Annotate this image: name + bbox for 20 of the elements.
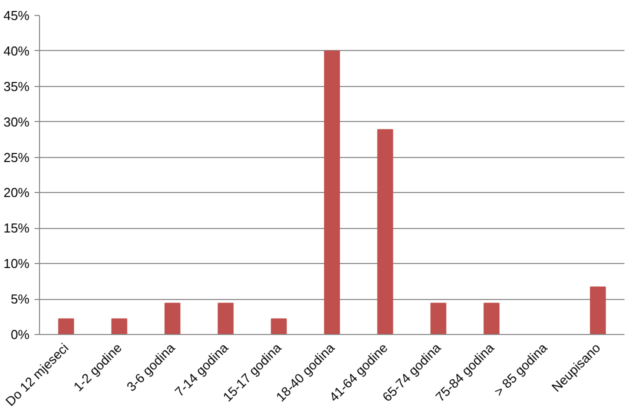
y-tick-label: 25% — [3, 150, 30, 165]
y-tick-label: 15% — [3, 220, 30, 236]
bar — [270, 318, 287, 334]
y-tick-label: 0% — [10, 327, 30, 342]
y-tick-label: 35% — [3, 78, 30, 94]
bar — [484, 302, 500, 334]
bar — [218, 302, 234, 334]
y-tick-label: 20% — [3, 185, 30, 200]
bar — [111, 318, 128, 334]
bar — [590, 286, 606, 334]
y-tick-label: 30% — [3, 114, 30, 130]
bar — [324, 50, 340, 334]
y-tick-label: 10% — [3, 256, 30, 272]
y-tick-label: 5% — [10, 292, 30, 307]
bar — [164, 302, 180, 334]
bar — [58, 318, 74, 334]
y-tick-label: 45% — [3, 8, 30, 23]
bar — [430, 302, 446, 334]
bar — [377, 129, 394, 334]
y-tick-label: 40% — [3, 43, 30, 58]
